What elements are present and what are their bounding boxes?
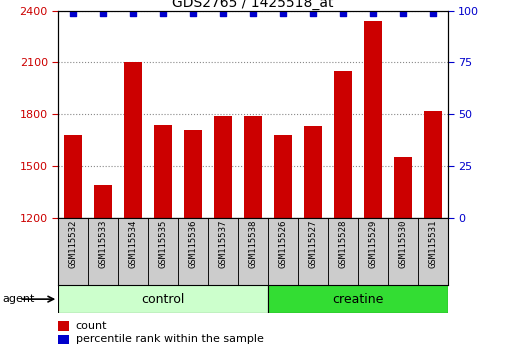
Bar — [214, 116, 232, 354]
Bar — [393, 157, 411, 354]
Bar — [58, 335, 69, 344]
Bar — [148, 218, 178, 285]
Text: GSM115534: GSM115534 — [128, 220, 137, 268]
Text: count: count — [76, 321, 107, 331]
Point — [159, 10, 167, 16]
Bar — [58, 321, 69, 331]
Bar — [297, 218, 327, 285]
Point — [99, 10, 107, 16]
Text: GSM115535: GSM115535 — [158, 220, 167, 268]
Bar — [184, 130, 201, 354]
Text: GSM115538: GSM115538 — [248, 220, 257, 268]
Title: GDS2765 / 1425518_at: GDS2765 / 1425518_at — [172, 0, 333, 10]
Bar — [304, 126, 321, 354]
Bar — [154, 125, 172, 354]
Bar — [387, 218, 417, 285]
Text: agent: agent — [3, 294, 35, 304]
Bar — [58, 285, 268, 313]
Bar — [58, 218, 88, 285]
Point — [129, 10, 137, 16]
Point — [368, 10, 376, 16]
Bar — [357, 218, 387, 285]
Text: GSM115527: GSM115527 — [308, 220, 317, 268]
Bar — [237, 218, 268, 285]
Text: control: control — [141, 293, 184, 306]
Text: GSM115533: GSM115533 — [98, 220, 108, 268]
Text: GSM115528: GSM115528 — [338, 220, 347, 268]
Bar — [327, 218, 357, 285]
Bar — [417, 218, 447, 285]
Bar — [423, 111, 441, 354]
Bar — [273, 135, 291, 354]
Text: GSM115532: GSM115532 — [69, 220, 78, 268]
Bar — [268, 218, 297, 285]
Text: GSM115530: GSM115530 — [397, 220, 407, 268]
Bar — [268, 285, 447, 313]
Point — [338, 10, 346, 16]
Point — [428, 10, 436, 16]
Point — [189, 10, 197, 16]
Point — [219, 10, 227, 16]
Text: GSM115526: GSM115526 — [278, 220, 287, 268]
Point — [69, 10, 77, 16]
Point — [308, 10, 316, 16]
Point — [248, 10, 257, 16]
Bar — [94, 185, 112, 354]
Bar — [178, 218, 208, 285]
Point — [398, 10, 406, 16]
Text: percentile rank within the sample: percentile rank within the sample — [76, 335, 263, 344]
Point — [278, 10, 286, 16]
Bar — [363, 21, 381, 354]
Text: GSM115529: GSM115529 — [368, 220, 377, 268]
Bar — [118, 218, 148, 285]
Text: GSM115537: GSM115537 — [218, 220, 227, 268]
Bar — [243, 116, 262, 354]
Bar — [88, 218, 118, 285]
Bar — [64, 135, 82, 354]
Bar — [124, 62, 142, 354]
Text: GSM115536: GSM115536 — [188, 220, 197, 268]
Text: creatine: creatine — [332, 293, 383, 306]
Text: GSM115531: GSM115531 — [427, 220, 436, 268]
Bar — [333, 71, 351, 354]
Bar — [208, 218, 237, 285]
